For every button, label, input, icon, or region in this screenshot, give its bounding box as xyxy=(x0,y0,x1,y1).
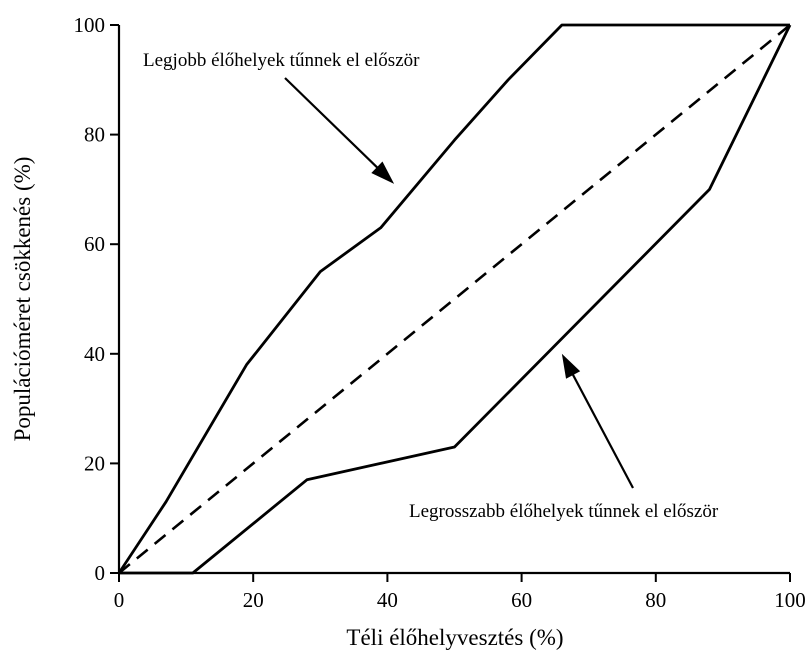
series-layer xyxy=(117,23,792,575)
annotation-best-habitats-arrow xyxy=(284,77,380,170)
y-tick-label: 100 xyxy=(74,13,106,37)
series-line-solid-2 xyxy=(119,24,792,575)
annotation-worst-habitats-arrow xyxy=(571,372,634,489)
annotation-best-habitats: Legjobb élőhelyek tűnnek el először xyxy=(143,50,420,71)
series-line-solid-0 xyxy=(117,23,790,574)
x-axis-title: Téli élőhelyvesztés (%) xyxy=(346,625,563,650)
x-tick-label: 40 xyxy=(377,588,398,612)
y-axis-title: Populációméret csökkenés (%) xyxy=(10,157,35,442)
axis-titles: Téli élőhelyvesztés (%) Populációméret c… xyxy=(10,157,564,650)
annotation-worst-habitats-arrowhead xyxy=(561,353,581,379)
y-tick-label: 20 xyxy=(84,451,105,475)
y-tick-label: 40 xyxy=(84,342,105,366)
x-tick-label: 0 xyxy=(114,588,125,612)
axes xyxy=(117,25,790,575)
annotation-worst-habitats: Legrosszabb élőhelyek tűnnek el először xyxy=(409,501,719,522)
x-tick-label: 100 xyxy=(774,588,806,612)
x-ticks: 0 20 40 60 80 100 xyxy=(114,573,806,612)
series-line-dashed xyxy=(118,23,791,575)
y-tick-label: 0 xyxy=(95,561,106,585)
y-tick-label: 80 xyxy=(84,123,105,147)
y-tick-label: 60 xyxy=(84,232,105,256)
y-ticks: 0 20 40 60 80 100 xyxy=(74,13,119,585)
x-tick-label: 20 xyxy=(243,588,264,612)
annotation-best-habitats-arrowhead xyxy=(371,161,395,184)
annotation-layer: Legjobb élőhelyek tűnnek el először Legr… xyxy=(143,50,719,522)
x-tick-label: 80 xyxy=(645,588,666,612)
x-tick-label: 60 xyxy=(511,588,532,612)
